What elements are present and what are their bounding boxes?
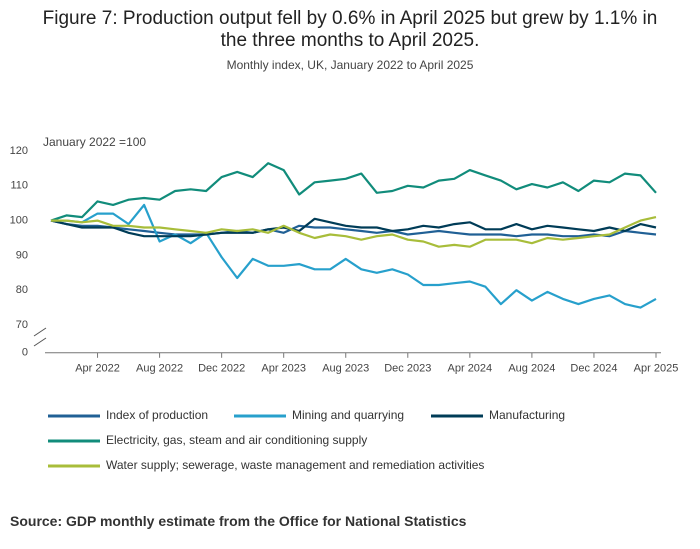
x-tick-label: Aug 2024 (508, 363, 555, 375)
x-tick-label: Aug 2023 (322, 363, 369, 375)
x-tick-label: Dec 2022 (198, 363, 245, 375)
x-tick-label: Apr 2023 (261, 363, 306, 375)
series-line (50, 219, 657, 238)
x-tick-label: Apr 2025 (634, 363, 679, 375)
series-line (50, 162, 657, 222)
y-tick-label: 80 (16, 284, 28, 296)
y-tick-label: 90 (16, 249, 28, 261)
x-tick-label: Aug 2022 (136, 363, 183, 375)
legend-label: Mining and quarrying (292, 408, 404, 422)
series-line (51, 216, 657, 248)
chart-title: Figure 7: Production output fell by 0.6%… (42, 8, 658, 51)
y-tick-label: 110 (10, 180, 28, 192)
y-tick-label: 70 (16, 319, 28, 331)
legend-label: Water supply; sewerage, waste management… (106, 458, 484, 472)
y-tick-label: 100 (10, 214, 28, 226)
legend: Index of production Mining and quarrying M… (48, 408, 565, 472)
x-tick-label: Apr 2024 (448, 363, 493, 375)
chart-subtitle: Monthly index, UK, January 2022 to April… (226, 58, 474, 72)
y-axis-label: January 2022 =100 (43, 135, 146, 149)
x-tick-label: Dec 2023 (384, 363, 431, 375)
source-note: Source: GDP monthly estimate from the Of… (10, 513, 467, 529)
y-tick-label: 0 (22, 347, 28, 359)
axis-break (33, 327, 47, 337)
x-tick-label: Apr 2022 (75, 363, 120, 375)
y-tick-label: 120 (10, 145, 28, 157)
legend-label: Index of production (106, 408, 208, 422)
series-line (50, 217, 657, 238)
axis-break (33, 337, 47, 347)
legend-label: Manufacturing (489, 408, 565, 422)
legend-label: Electricity, gas, steam and air conditio… (106, 433, 367, 447)
x-tick-label: Dec 2024 (570, 363, 617, 375)
series-line (51, 203, 657, 309)
